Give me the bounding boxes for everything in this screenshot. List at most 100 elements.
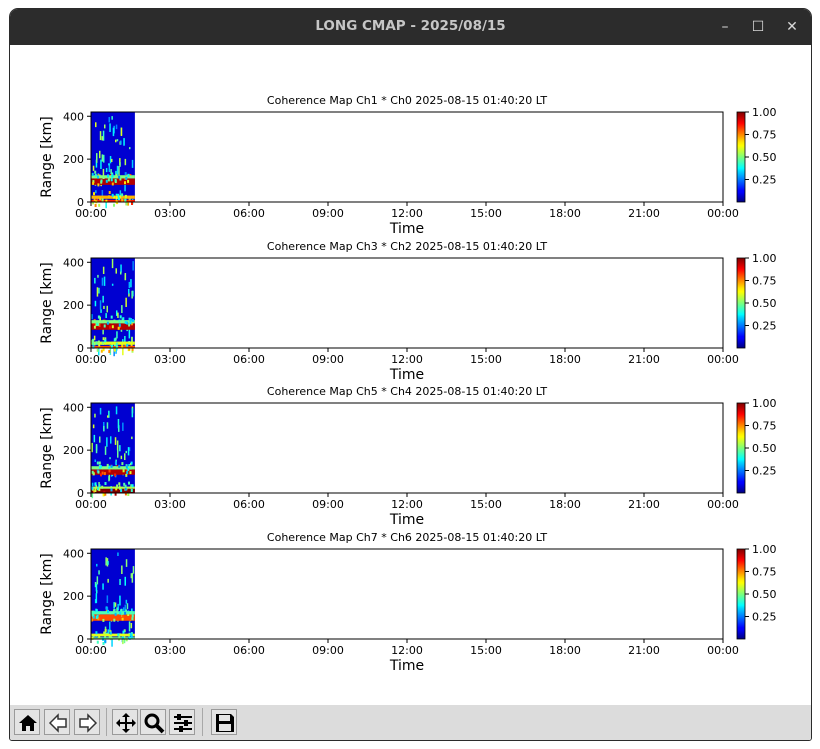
heatmap-cell <box>126 603 129 610</box>
heatmap[interactable] <box>91 258 135 357</box>
heatmap[interactable] <box>91 403 135 499</box>
heatmap-cell <box>106 463 109 467</box>
colorbar: 0.25 0.50 0.75 1.00 <box>736 106 777 203</box>
x-tick-label: 09:00 <box>312 498 344 511</box>
colorbar-tick-label: 0.50 <box>752 442 777 455</box>
heatmap-cell <box>119 190 122 197</box>
heatmap-cell <box>98 343 101 347</box>
heatmap-cell <box>121 305 123 313</box>
zoom-button[interactable] <box>140 709 166 735</box>
heatmap-cell <box>103 154 105 163</box>
close-button[interactable]: ✕ <box>786 19 798 35</box>
figure-canvas[interactable]: Coherence Map Ch1 * Ch0 2025-08-15 01:40… <box>10 45 811 705</box>
heatmap-cell <box>96 563 98 567</box>
heatmap-cell <box>110 436 112 444</box>
subplot-4[interactable]: Coherence Map Ch7 * Ch6 2025-08-15 01:40… <box>39 531 777 674</box>
heatmap[interactable] <box>91 549 135 647</box>
subplot-1[interactable]: Coherence Map Ch1 * Ch0 2025-08-15 01:40… <box>39 94 777 237</box>
heatmap-cell <box>108 163 110 166</box>
heatmap-cell <box>128 481 130 485</box>
heatmap-cell <box>110 488 113 492</box>
heatmap-cell <box>95 444 98 454</box>
heatmap-cell <box>117 312 119 318</box>
x-tick-label: 06:00 <box>233 644 265 657</box>
heatmap-cell <box>113 195 116 199</box>
heatmap-cell <box>102 266 105 274</box>
x-tick-label: 03:00 <box>154 207 186 220</box>
maximize-button[interactable]: ☐ <box>751 19 765 35</box>
subplot-3[interactable]: Coherence Map Ch5 * Ch4 2025-08-15 01:40… <box>39 385 777 528</box>
x-tick-label: 21:00 <box>628 498 660 511</box>
heatmap-cell <box>127 613 130 616</box>
heatmap-cell <box>108 195 110 199</box>
minimize-button[interactable]: – <box>721 19 729 35</box>
heatmap-cell <box>114 473 117 477</box>
heatmap-cell <box>95 122 97 128</box>
x-tick-label: 00:00 <box>75 644 107 657</box>
heatmap-cell <box>99 300 102 310</box>
heatmap-cell <box>114 612 117 616</box>
title-bar[interactable]: LONG CMAP - 2025/08/15 – ☐ ✕ <box>10 9 811 45</box>
heatmap-cell <box>108 470 111 481</box>
back-button[interactable] <box>44 709 70 735</box>
heatmap-cell <box>116 440 119 451</box>
x-tick-label: 03:00 <box>154 353 186 366</box>
x-tick-label: 12:00 <box>391 498 423 511</box>
toolbar-separator <box>106 708 107 736</box>
heatmap-cell <box>127 447 130 456</box>
heatmap-cell <box>113 347 115 357</box>
heatmap-cell <box>122 346 124 356</box>
heatmap-cell <box>100 179 103 183</box>
heatmap-cell <box>104 339 107 343</box>
heatmap-cell <box>131 617 134 621</box>
x-tick-label: 12:00 <box>391 644 423 657</box>
magnifier-icon <box>144 713 165 734</box>
heatmap-cell <box>93 434 96 443</box>
heatmap-cell <box>120 609 123 612</box>
heatmap-cell <box>117 603 119 608</box>
heatmap-cell <box>127 179 130 183</box>
heatmap-band <box>91 195 135 199</box>
home-icon <box>19 715 37 731</box>
heatmap-band <box>91 345 135 348</box>
pan-button[interactable] <box>112 709 138 735</box>
heatmap-cell <box>130 632 133 636</box>
colorbar: 0.25 0.50 0.75 1.00 <box>736 397 777 494</box>
heatmap-cell <box>96 640 99 644</box>
heatmap-cell <box>131 614 134 618</box>
heatmap-band <box>91 633 135 637</box>
home-button[interactable] <box>14 709 40 735</box>
heatmap-cell <box>130 489 133 492</box>
heatmap[interactable] <box>91 112 135 209</box>
heatmap-cell <box>109 490 112 494</box>
heatmap-cell <box>92 201 95 205</box>
heatmap-cell <box>105 179 108 183</box>
heatmap-cell <box>99 197 102 201</box>
heatmap-cell <box>125 202 128 206</box>
heatmap-cell <box>128 281 131 289</box>
heatmap-cell <box>132 290 134 297</box>
heatmap-cell <box>97 175 99 179</box>
heatmap-cell <box>106 321 109 325</box>
heatmap-cell <box>122 422 124 431</box>
y-axis-label: Range [km] <box>39 407 55 489</box>
heatmap-cell <box>115 487 118 491</box>
y-tick-label: 0 <box>77 487 84 500</box>
heatmap-cell <box>119 445 121 452</box>
heatmap-cell <box>100 473 102 477</box>
colorbar: 0.25 0.50 0.75 1.00 <box>736 543 777 640</box>
save-button[interactable] <box>211 709 237 735</box>
forward-button[interactable] <box>74 709 100 735</box>
heatmap-cell <box>96 461 99 465</box>
heatmap-cell <box>125 473 128 477</box>
heatmap-cell <box>121 193 124 197</box>
configure-button[interactable] <box>169 709 195 735</box>
heatmap-cell <box>116 484 119 488</box>
heatmap-cell <box>120 489 123 493</box>
heatmap-cell <box>132 319 134 323</box>
subplot-2[interactable]: Coherence Map Ch3 * Ch2 2025-08-15 01:40… <box>39 240 777 383</box>
heatmap-cell <box>118 323 121 327</box>
heatmap-cell <box>109 457 111 460</box>
heatmap-cell <box>124 158 127 166</box>
heatmap-cell <box>129 321 132 325</box>
